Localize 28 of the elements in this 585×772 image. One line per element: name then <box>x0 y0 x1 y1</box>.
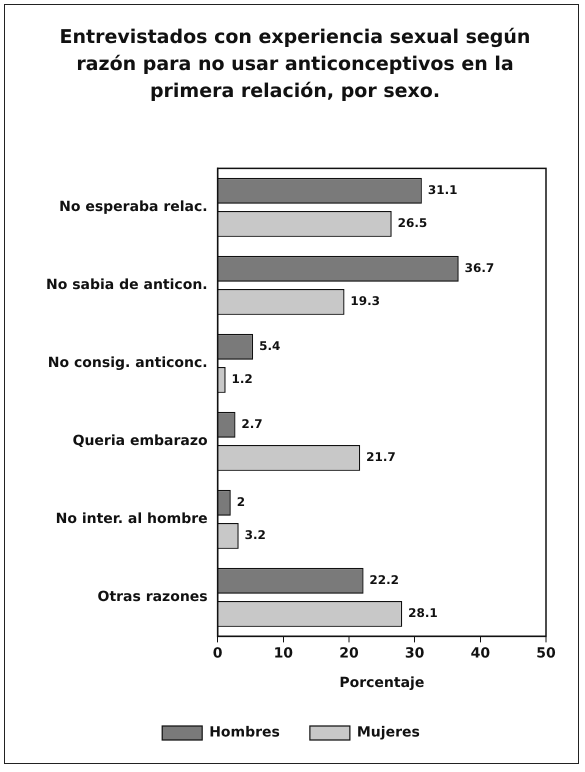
data-label: 2 <box>236 494 246 509</box>
chart-title: Entrevistados con experiencia sexual según razón para no usar anticonceptivos en la primera relación, por sexo. <box>58 25 532 104</box>
y-tick-label: No consig. anticonc. <box>48 355 208 372</box>
data-label: 31.1 <box>428 182 458 197</box>
y-tick-label: No inter. al hombre <box>56 511 208 528</box>
legend-label: Mujeres <box>356 724 420 741</box>
data-label: 36.7 <box>464 260 494 275</box>
x-axis-title: Porcentaje <box>339 675 424 692</box>
legend-label: Hombres <box>209 724 280 741</box>
x-tick-label: 50 <box>536 645 556 662</box>
x-tick-label: 40 <box>470 645 490 662</box>
data-label: 2.7 <box>241 416 263 431</box>
x-tick-label: 10 <box>274 645 294 662</box>
data-label: 21.7 <box>366 450 396 464</box>
data-label: 19.3 <box>350 294 380 308</box>
y-tick-label: Otras razones <box>98 589 208 606</box>
data-label: 1.2 <box>232 372 253 386</box>
x-tick-label: 20 <box>339 645 359 662</box>
x-tick-label: 30 <box>404 645 425 662</box>
data-label: 22.2 <box>369 572 400 587</box>
y-tick-label: Queria embarazo <box>72 433 208 450</box>
data-label: 28.1 <box>408 606 438 620</box>
y-tick-label: No esperaba relac. <box>59 199 208 216</box>
data-label: 26.5 <box>398 216 428 230</box>
data-label: 3.2 <box>244 528 266 542</box>
x-tick-label: 0 <box>212 645 223 662</box>
y-tick-label: No sabia de anticon. <box>46 277 208 294</box>
data-label: 5.4 <box>259 338 280 353</box>
